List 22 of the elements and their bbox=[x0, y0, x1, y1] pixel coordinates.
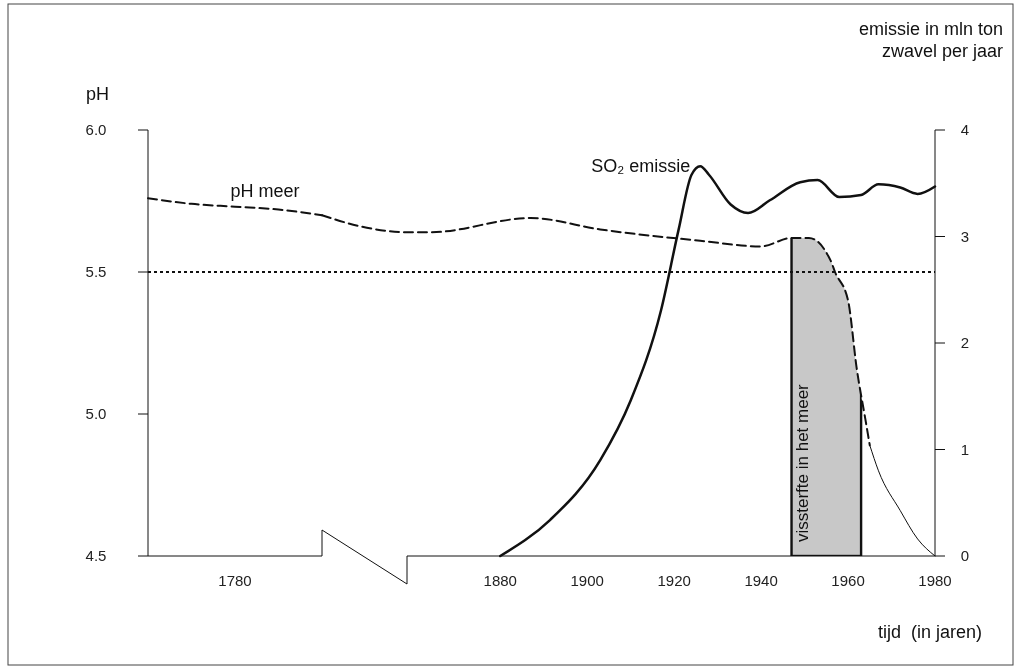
x-tick-label: 1780 bbox=[218, 572, 252, 589]
x-tick-label: 1980 bbox=[918, 572, 952, 589]
y-tick-label: 5.0 bbox=[85, 405, 107, 422]
y2-tick-label: 0 bbox=[960, 547, 970, 564]
y2-axis-title: emissie in mln ton zwavel per jaar bbox=[858, 19, 1003, 61]
x-axis-title: tijd (in jaren) bbox=[877, 622, 983, 642]
y2-tick-label: 3 bbox=[960, 227, 970, 245]
y2-tick-label: 4 bbox=[960, 121, 970, 138]
series-label: pH meer bbox=[230, 180, 300, 201]
y-axis-title: pH bbox=[86, 84, 110, 104]
y-tick-label: 6.0 bbox=[85, 121, 107, 138]
y2-tick-label: 2 bbox=[960, 334, 970, 351]
band-label: vissterfte in het meer bbox=[792, 383, 812, 542]
series-label: SO₂ emissie bbox=[591, 156, 691, 177]
x-tick-label: 1900 bbox=[570, 572, 604, 589]
x-tick-label: 1940 bbox=[744, 572, 778, 589]
x-tick-label: 1960 bbox=[831, 572, 865, 589]
x-tick-label: 1880 bbox=[483, 572, 517, 589]
y2-tick-label: 1 bbox=[960, 440, 970, 458]
x-tick-label: 1920 bbox=[657, 572, 691, 589]
y-tick-label: 4.5 bbox=[85, 547, 107, 564]
y-tick-label: 5.5 bbox=[85, 263, 107, 280]
